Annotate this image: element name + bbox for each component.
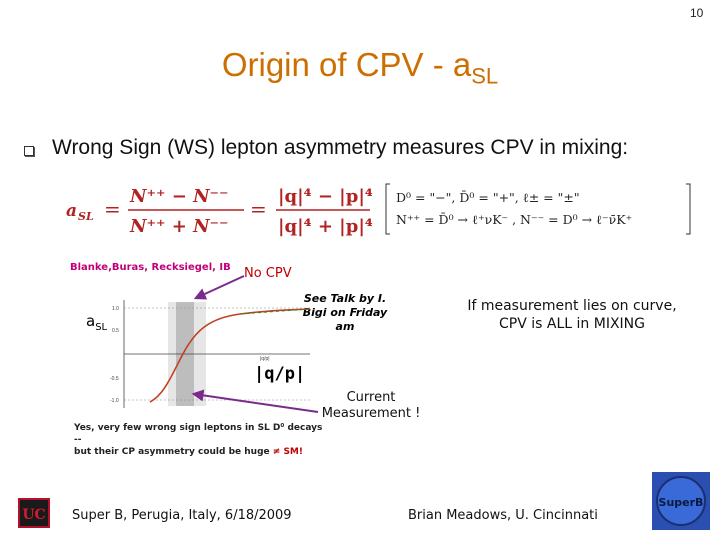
figure-bottom-note: Yes, very few wrong sign leptons in SL D… — [74, 422, 324, 458]
asl-formula: a SL = N⁺⁺ − N⁻⁻ N⁺⁺ + N⁻⁻ = |q|⁴ − |p|⁴… — [66, 183, 691, 237]
slide-title: Origin of CPV - aSL — [0, 46, 720, 90]
formula-den2: |q|⁴ + |p|⁴ — [278, 216, 373, 237]
y-tick-3: -0.5 — [110, 376, 119, 382]
superb-logo-icon: SuperB — [652, 472, 710, 530]
asl-curve — [149, 308, 311, 403]
qp-axis-label: |q/p| — [254, 364, 306, 384]
footer-right: Brian Meadows, U. Cincinnati — [408, 508, 598, 523]
svg-text:UC: UC — [22, 507, 45, 523]
current-measurement-label: Current Measurement ! — [321, 390, 421, 421]
title-sub: SL — [471, 63, 499, 89]
svg-text:=: = — [104, 197, 121, 221]
reference-authors: Blanke,Buras, Recksiegel, IB — [70, 262, 231, 273]
formula-num2: |q|⁴ − |p|⁴ — [278, 186, 373, 207]
svg-text:=: = — [250, 197, 267, 221]
formula-lhs-sub: SL — [78, 210, 94, 223]
bottom-note-line1: Yes, very few wrong sign leptons in SL D… — [74, 423, 323, 445]
bullet-text: Wrong Sign (WS) lepton asymmetry measure… — [52, 136, 629, 159]
asl-axis-label: aSL — [86, 312, 108, 333]
x-tick: |q/p| — [260, 356, 270, 362]
formula-bracket-line2: N⁺⁺ = D̄⁰ → ℓ⁺νK⁻ , N⁻⁻ = D⁰ → ℓ⁻ν̄K⁺ — [396, 212, 632, 227]
formula-bracket-line1: D⁰ = "−", D̄⁰ = "+", ℓ± = "±" — [396, 190, 580, 205]
y-tick-1: 1.0 — [112, 306, 119, 312]
bullet-square-icon — [24, 146, 34, 156]
svg-text:SuperB: SuperB — [659, 496, 704, 509]
slide-number: 10 — [690, 6, 704, 20]
formula-den1: N⁺⁺ + N⁻⁻ — [129, 216, 229, 237]
see-talk-note: See Talk by I. Bigi on Friday am — [302, 292, 388, 333]
no-cpv-label: No CPV — [244, 266, 292, 281]
y-tick-2: 0.5 — [112, 328, 119, 334]
y-tick-4: -1.0 — [110, 398, 119, 404]
formula-num1: N⁺⁺ − N⁻⁻ — [129, 186, 229, 207]
title-main: Origin of CPV - a — [221, 46, 472, 83]
bottom-note-line2: but their CP asymmetry could be huge — [74, 447, 270, 457]
bottom-note-highlight: ≠ SM! — [272, 447, 303, 457]
measurement-note: If measurement lies on curve, CPV is ALL… — [467, 298, 677, 332]
footer-left: Super B, Perugia, Italy, 6/18/2009 — [72, 508, 292, 523]
uc-logo-icon: UC — [18, 498, 50, 528]
asl-vs-qp-plot: 1.0 0.5 -0.5 -1.0 |q/p| — [110, 300, 311, 408]
formula-lhs: a — [66, 201, 77, 221]
